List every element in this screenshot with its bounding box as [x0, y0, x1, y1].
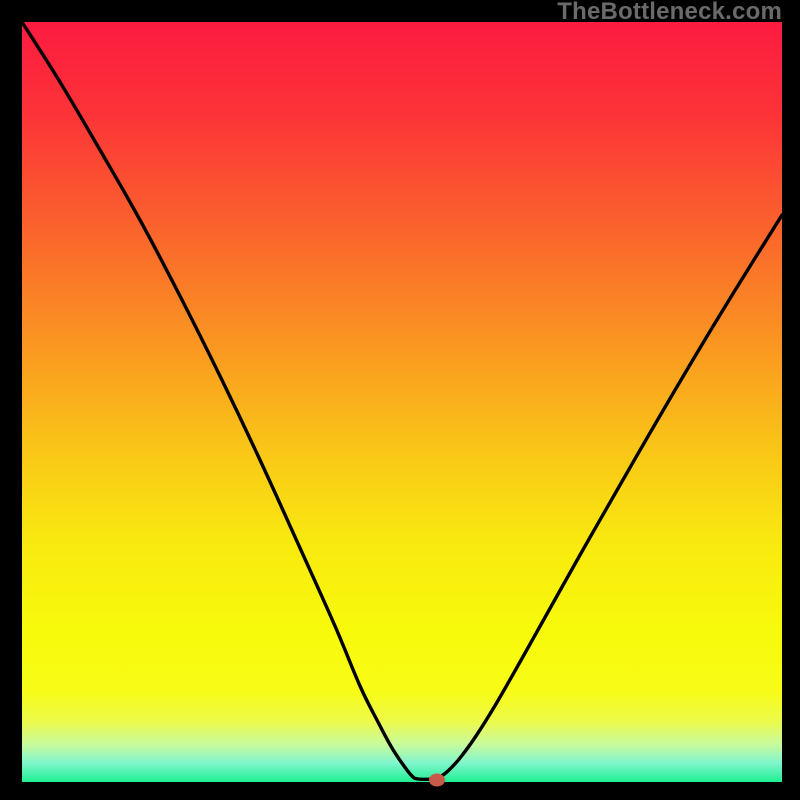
optimal-point-marker: [429, 774, 445, 787]
chart-frame: TheBottleneck.com: [0, 0, 800, 800]
bottleneck-curve-chart: [0, 0, 800, 800]
watermark-text: TheBottleneck.com: [557, 0, 782, 26]
